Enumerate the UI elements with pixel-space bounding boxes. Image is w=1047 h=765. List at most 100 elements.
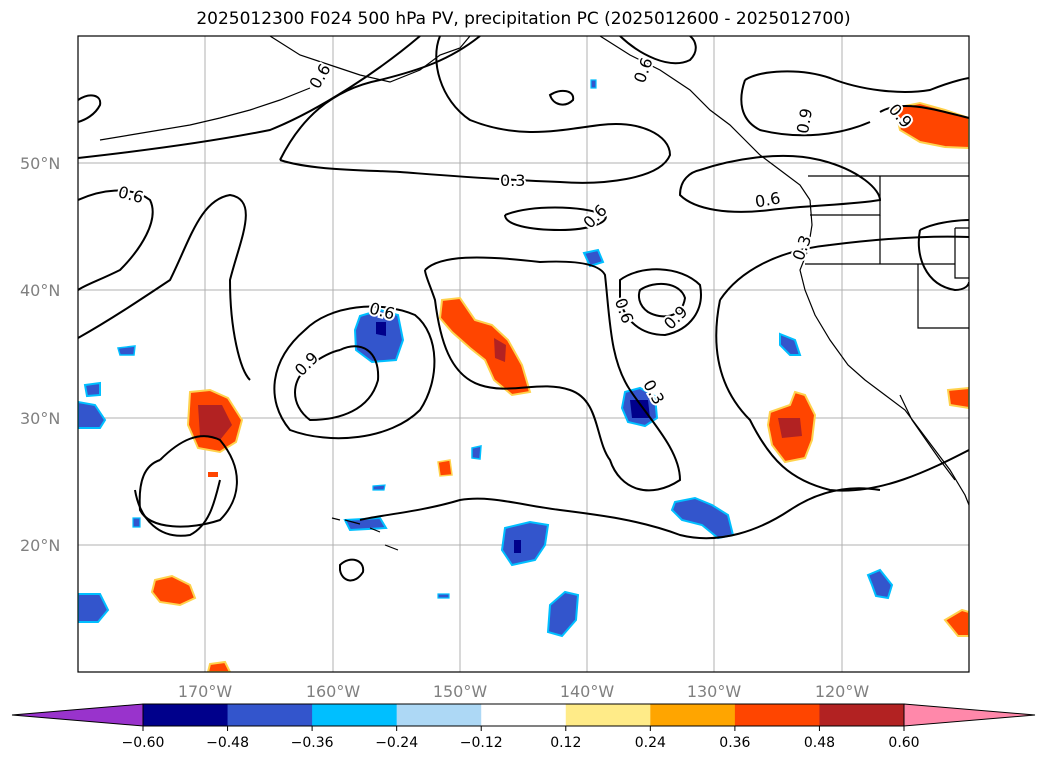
latitude-labels: 50°N 40°N 30°N 20°N [20, 154, 60, 555]
aleutian-islands [99, 87, 311, 141]
colorbar-segment [481, 704, 567, 726]
pv-contour [78, 36, 421, 159]
contour-label: 0.6 [753, 188, 781, 211]
precip-blob-neg [78, 593, 110, 623]
precip-blob-neg [590, 79, 597, 89]
pv-contour [134, 479, 221, 537]
colorbar-tick-label: 0.12 [550, 735, 581, 751]
precip-blob-neg-core [514, 540, 521, 553]
alaska-panhandle-coast [599, 36, 811, 201]
contour-label: 0.9 [291, 348, 322, 379]
precip-blob-pos [150, 574, 197, 607]
colorbar-tick-label: 0.48 [804, 735, 835, 751]
precip-blob-neg [866, 568, 894, 600]
precip-blob-pos [208, 472, 218, 477]
longitude-labels: 170°W 160°W 150°W 140°W 130°W 120°W [178, 682, 870, 701]
pv-contour [619, 268, 702, 337]
pv-contour [879, 105, 969, 119]
precip-blob-neg [500, 520, 550, 567]
contour-label: 0.3 [789, 233, 816, 263]
west-coast-us [799, 199, 969, 506]
pv-contour [504, 206, 607, 232]
colorbar-tick-label: −0.48 [206, 735, 249, 751]
precip-blob-neg [83, 381, 101, 398]
lon-label: 170°W [178, 682, 233, 701]
pv-contour [78, 193, 251, 381]
precip-blob-neg-core [630, 400, 650, 418]
lon-label: 140°W [560, 682, 615, 701]
lat-label: 20°N [20, 536, 60, 555]
colorbar-extend-low [11, 703, 144, 727]
colorbar-tick-label: 0.36 [719, 735, 750, 751]
pv-contour [359, 487, 881, 540]
precip-blob-neg-core [376, 322, 386, 336]
precip-blob-pos [946, 386, 969, 410]
precip-blob-neg [132, 517, 141, 528]
precip-blob-pos [943, 608, 969, 637]
state-border-wa-or [810, 176, 881, 216]
precip-blob-pos-core [494, 338, 506, 362]
precip-blob-pos-core [198, 405, 232, 440]
contour-label: 0.9 [793, 107, 816, 135]
pv-contour [78, 94, 102, 123]
precip-blob-pos [438, 296, 532, 397]
hawaii-islands [331, 517, 399, 551]
precip-blob-pos [437, 459, 453, 477]
colorbar-segment [312, 704, 398, 726]
colorbar-segment [143, 704, 229, 726]
pv-contour [638, 282, 687, 318]
pv-contour [678, 154, 882, 213]
contour-label: 0.6 [116, 182, 146, 207]
pv-contour [78, 189, 154, 291]
pv-contour [339, 558, 365, 582]
pv-contour [294, 345, 380, 422]
precip-blob-pos [206, 660, 232, 672]
pv-contour [619, 36, 697, 65]
colorbar-tick-label: −0.24 [375, 735, 418, 751]
colorbar-tick-label: 0.24 [635, 735, 666, 751]
state-border-ca-nv [879, 215, 969, 329]
lon-label: 130°W [687, 682, 742, 701]
precip-blob-neg [372, 484, 386, 491]
colorbar-tick-label: −0.36 [291, 735, 334, 751]
pv-contours [78, 36, 969, 582]
colorbar-segment [227, 704, 313, 726]
colorbar: −0.60 −0.48 −0.36 −0.24 −0.12 0.12 0.24 0.36 0.4… [11, 703, 1036, 751]
contour-labels: 0.6 0.6 0.3 0.6 0.6 0.9 0.6 0.9 0.6 0.9 … [114, 53, 918, 410]
colorbar-outline [142, 703, 905, 727]
colorbar-tick-label: 0.60 [888, 735, 919, 751]
precip-blob-pos-core [778, 418, 802, 438]
map-frame [77, 35, 970, 673]
pv-contour [424, 256, 682, 492]
alaska-coast [269, 36, 471, 83]
lon-label: 160°W [306, 682, 361, 701]
colorbar-extend-high [903, 703, 1036, 727]
contour-label: 0.6 [630, 55, 657, 85]
coastlines [99, 36, 969, 551]
lat-label: 40°N [20, 281, 60, 300]
precip-blob-neg [546, 590, 580, 638]
lat-label: 30°N [20, 409, 60, 428]
state-border-id-mt [954, 227, 969, 279]
colorbar-segment [396, 704, 482, 726]
lat-label: 50°N [20, 154, 60, 173]
precip-blob-neg [437, 593, 450, 599]
precip-blob-neg [670, 496, 735, 540]
contour-label: 0.3 [500, 171, 525, 190]
baja-california [899, 394, 956, 481]
pv-contour [273, 305, 436, 440]
pv-contour [138, 435, 238, 528]
pv-contour [917, 219, 969, 292]
colorbar-segment [819, 704, 905, 726]
map-plot-area: 0.6 0.6 0.3 0.6 0.6 0.9 0.6 0.9 0.6 0.9 … [78, 36, 969, 672]
precip-blob-neg [78, 400, 107, 429]
map-title: 2025012300 F024 500 hPa PV, precipitatio… [196, 9, 851, 29]
pv-contour [715, 235, 969, 492]
colorbar-segment [650, 704, 736, 726]
lon-label: 150°W [433, 682, 488, 701]
colorbar-segment [565, 704, 651, 726]
pv-contour [548, 89, 575, 106]
contour-label: 0.6 [611, 295, 638, 325]
precip-blob-neg [582, 248, 605, 268]
